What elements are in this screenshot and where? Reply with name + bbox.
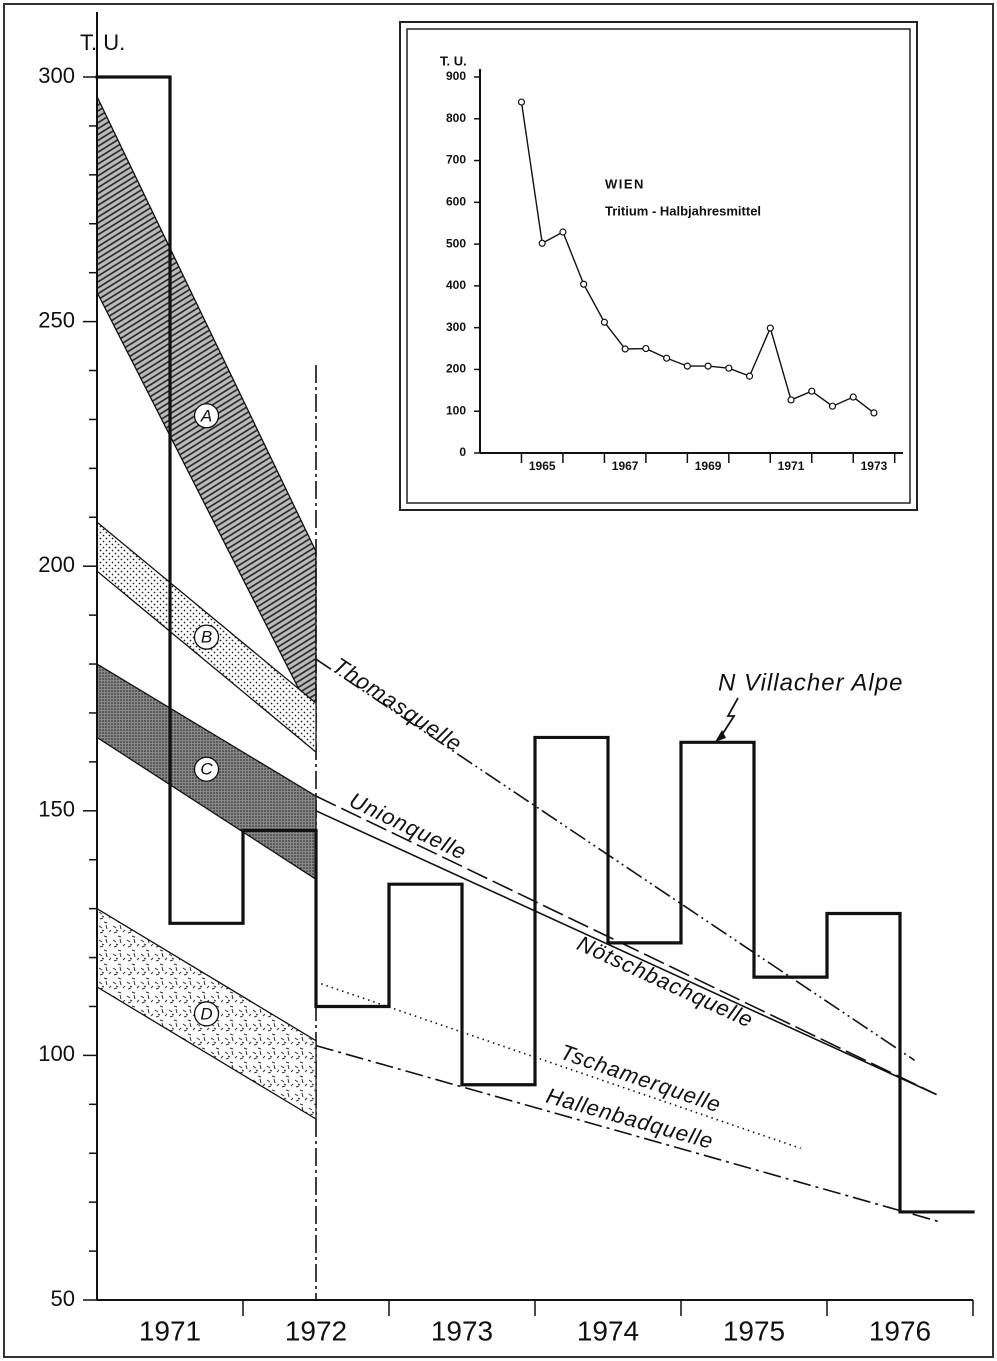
inset-y-tick-label: 800	[446, 111, 466, 125]
y-tick-label: 250	[38, 307, 75, 332]
inset-point	[621, 345, 629, 353]
inset-x-tick-label: 1969	[695, 459, 722, 473]
line	[315, 1044, 940, 1223]
band-label-circle	[193, 624, 220, 650]
band-label-circle	[193, 756, 220, 782]
x-tick-label: 1971	[139, 1315, 201, 1346]
inset-point	[642, 344, 650, 353]
band-label: D	[200, 1004, 212, 1023]
inset-y-tick-label: 200	[446, 362, 466, 376]
inset-frame	[399, 21, 918, 511]
inset-point	[870, 409, 878, 417]
band-label: C	[200, 760, 213, 779]
inset-y-label: T. U.	[440, 53, 467, 68]
inset-x-tick-label: 1973	[861, 459, 888, 473]
inset-point	[538, 239, 546, 247]
inset-y-tick-label: 500	[446, 236, 466, 250]
inset-x-tick-label: 1967	[612, 459, 639, 473]
x-tick-label: 1972	[285, 1315, 347, 1346]
inset-point	[704, 362, 712, 370]
band-label-circle	[193, 1001, 220, 1027]
inset-point	[559, 228, 567, 236]
x-tick-label: 1974	[577, 1315, 639, 1346]
inset-point	[517, 98, 526, 106]
inset-point	[828, 402, 837, 410]
inset-y-tick-label: 600	[446, 195, 466, 209]
inset-y-tick-label: 400	[446, 278, 466, 292]
page-frame	[3, 3, 994, 1358]
inset-point	[745, 372, 754, 380]
inset-title: WIEN	[605, 176, 645, 191]
inset-x-tick-label: 1971	[778, 459, 805, 473]
line	[315, 795, 937, 1096]
label-arrow-head	[715, 730, 726, 742]
inset-point	[663, 354, 671, 362]
x-tick-label: 1975	[723, 1315, 785, 1346]
inset-point	[683, 362, 691, 370]
line	[315, 658, 916, 1061]
bands: A B C D	[96, 96, 317, 1300]
x-tick-label: 1973	[431, 1315, 493, 1346]
y-tick-label: 300	[38, 63, 75, 88]
inset-y-tick-label: 700	[446, 153, 466, 167]
y-tick-label: 50	[51, 1286, 75, 1311]
step-label: N Villacher Alpe	[718, 669, 903, 696]
inset-y-tick-label: 300	[446, 320, 466, 334]
inset-y-tick-label: 900	[446, 69, 466, 83]
y-tick-label: 150	[38, 797, 75, 822]
inset-point	[600, 318, 609, 326]
inset-point	[725, 364, 733, 372]
line-label: Thomasquelle	[328, 652, 467, 756]
inset-line	[520, 101, 875, 414]
inset-point	[580, 280, 588, 288]
inset-x-tick-label: 1965	[529, 459, 556, 473]
band-label: A	[200, 406, 212, 425]
inset-frame-inner	[406, 28, 911, 504]
y-axis-label: T. U.	[80, 30, 125, 55]
line-label: Nötschbachquelle	[573, 931, 757, 1033]
inset-subtitle: Tritium - Halbjahresmittel	[605, 203, 761, 218]
inset-y-tick-label: 0	[459, 445, 466, 459]
y-tick-label: 200	[38, 552, 75, 577]
band-label: B	[201, 628, 212, 647]
inset-y-tick-label: 100	[446, 403, 466, 417]
inset-point	[766, 324, 774, 332]
label-arrow	[719, 697, 739, 739]
inset-point	[808, 387, 816, 395]
inset-point	[787, 396, 795, 404]
y-tick-label: 100	[38, 1041, 75, 1066]
inset-point	[849, 393, 857, 401]
line	[315, 810, 937, 1096]
band-label-circle	[193, 403, 220, 429]
x-tick-label: 1976	[869, 1315, 931, 1346]
